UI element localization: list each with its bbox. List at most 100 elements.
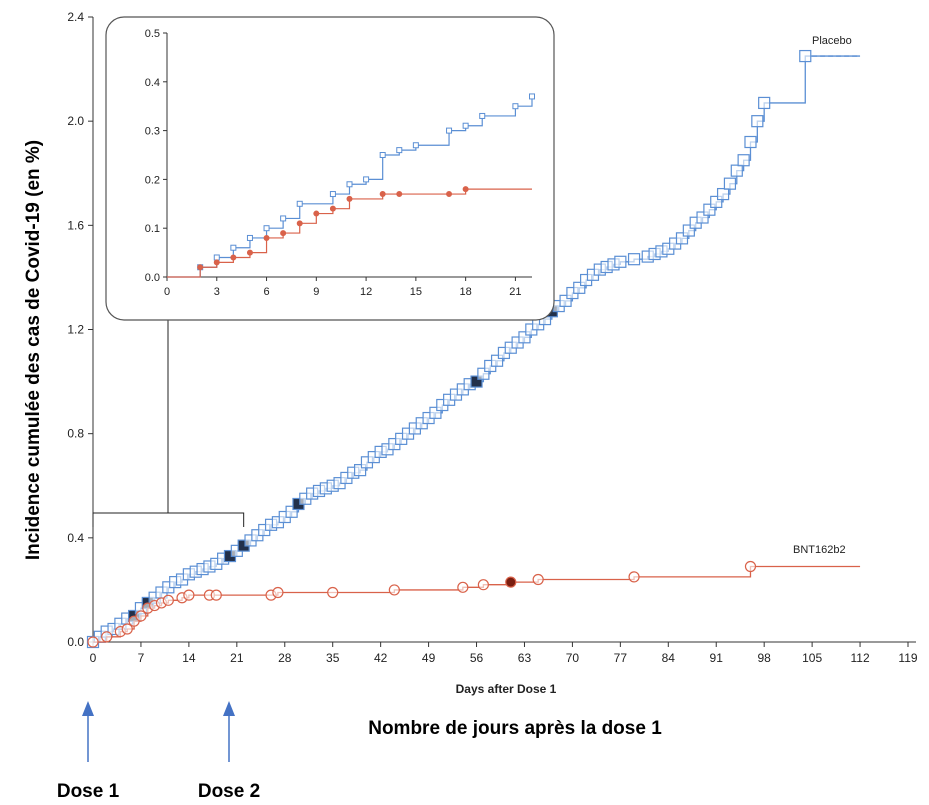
x-tick-label: 91: [710, 651, 724, 665]
zoom-bracket: [92, 320, 245, 527]
inset-placebo-marker: [512, 103, 519, 110]
inset-x-tick-label: 21: [509, 286, 521, 298]
dose-arrow-head: [82, 701, 94, 716]
inset-y-tick-label: 0.3: [145, 126, 160, 138]
series-label-bnt162b2: BNT162b2: [793, 544, 846, 556]
inset-bnt-marker: [396, 191, 403, 198]
dose-annotations: [82, 701, 235, 762]
placebo-marker: [799, 49, 812, 63]
x-tick-label: 49: [422, 651, 436, 665]
placebo-marker: [573, 281, 586, 294]
x-tick-label: 14: [182, 651, 196, 665]
inset-frame: [105, 16, 555, 321]
inset-placebo-marker: [296, 200, 303, 207]
inset-placebo-marker: [462, 122, 469, 129]
inset-y-tick-label: 0.1: [145, 223, 160, 235]
inset-bnt-marker: [246, 249, 253, 256]
inset-bnt-marker: [213, 259, 220, 266]
bnt162b2-marker: [477, 579, 489, 591]
inset-y-tick-label: 0.5: [145, 28, 160, 40]
bnt162b2-marker: [532, 573, 544, 586]
inset-placebo-marker: [329, 191, 336, 198]
dose-2-label: Dose 2: [198, 781, 260, 802]
inset-x-tick-label: 12: [360, 286, 372, 298]
inset-placebo-marker: [263, 225, 270, 232]
inset-bnt-marker: [313, 210, 320, 217]
placebo-marker: [490, 354, 504, 367]
x-tick-label: 35: [326, 651, 340, 665]
inset-bnt-marker: [280, 230, 287, 237]
inset-bnt-marker: [346, 195, 353, 202]
placebo-marker: [744, 135, 757, 149]
placebo-marker: [354, 464, 367, 477]
placebo-marker: [682, 224, 695, 237]
series-label-placebo: Placebo: [812, 35, 852, 47]
placebo-marker: [737, 154, 750, 167]
inset-placebo-marker: [246, 234, 253, 241]
main-plot: [86, 49, 861, 649]
y-tick-label: 0.8: [67, 427, 84, 441]
placebo-marker: [470, 375, 483, 388]
x-tick-label: 119: [898, 651, 917, 665]
x-tick-label: 112: [850, 651, 869, 665]
dose-arrow-head: [223, 701, 235, 716]
inset-placebo-marker: [479, 112, 486, 119]
y-tick-label: 0.0: [67, 635, 84, 649]
inset-y-tick-label: 0.4: [145, 77, 160, 89]
placebo-marker: [614, 255, 627, 268]
bnt162b2-marker: [505, 576, 517, 588]
placebo-marker: [477, 367, 490, 380]
x-tick-label: 84: [662, 651, 676, 665]
bnt162b2-marker: [388, 584, 400, 596]
inset-bnt-line: [167, 188, 532, 278]
bnt162b2-marker: [744, 560, 757, 573]
inset-bnt-marker: [230, 254, 237, 261]
placebo-marker: [429, 406, 442, 419]
placebo-marker: [696, 211, 709, 224]
inset-x-tick-label: 18: [460, 286, 472, 298]
bnt162b2-marker: [183, 589, 195, 601]
inset-bnt-marker: [379, 191, 386, 198]
y-tick-label: 2.4: [67, 10, 84, 24]
inset-panel: 0 3 6 9 12 15 18 21 0.0 0.1 0.2 0.3 0.4 0.5: [105, 16, 555, 321]
inset-placebo-marker: [363, 176, 370, 183]
y-tick-label: 2.0: [67, 114, 84, 128]
placebo-marker: [716, 187, 730, 201]
placebo-marker: [710, 195, 723, 208]
x-tick-label: 63: [518, 651, 532, 665]
dose-1-label: Dose 1: [57, 781, 120, 802]
bnt162b2-marker: [162, 594, 174, 606]
inset-placebo-marker: [230, 244, 237, 251]
x-tick-label: 98: [757, 651, 771, 665]
inset-placebo-marker: [529, 93, 535, 100]
x-axis-label: Days after Dose 1: [456, 682, 557, 696]
placebo-marker: [751, 115, 764, 128]
placebo-marker: [627, 253, 641, 266]
x-tick-label: 7: [138, 651, 145, 665]
bnt162b2-marker: [101, 631, 113, 643]
x-tick-label: 42: [374, 651, 388, 665]
inset-x-tick-label: 6: [263, 286, 269, 298]
inset-x-tick-label: 3: [214, 286, 220, 298]
x-tick-label: 56: [470, 651, 484, 665]
inset-placebo-marker: [446, 127, 453, 134]
inset-bnt-marker: [329, 205, 336, 212]
inset-placebo-marker: [213, 254, 220, 261]
inset-placebo-marker: [412, 142, 419, 149]
x-tick-label: 28: [278, 651, 292, 665]
inset-bnt-marker: [462, 186, 469, 193]
bnt162b2-marker: [272, 586, 284, 599]
y-axis-label: Incidence cumulée des cas de Covid-19 (e…: [23, 140, 44, 560]
y-tick-label: 1.2: [67, 323, 84, 337]
bnt162b2-marker: [457, 581, 469, 593]
x-tick-label: 70: [566, 651, 580, 665]
bnt162b2-marker: [121, 623, 133, 635]
x-tick-label: 21: [230, 651, 244, 665]
bnt162b2-line: [93, 565, 861, 643]
inset-bnt-marker: [263, 234, 270, 241]
placebo-marker: [730, 164, 743, 177]
bnt162b2-marker: [135, 610, 147, 622]
y-tick-label: 1.6: [67, 218, 84, 232]
inset-bnt-marker: [296, 220, 303, 227]
